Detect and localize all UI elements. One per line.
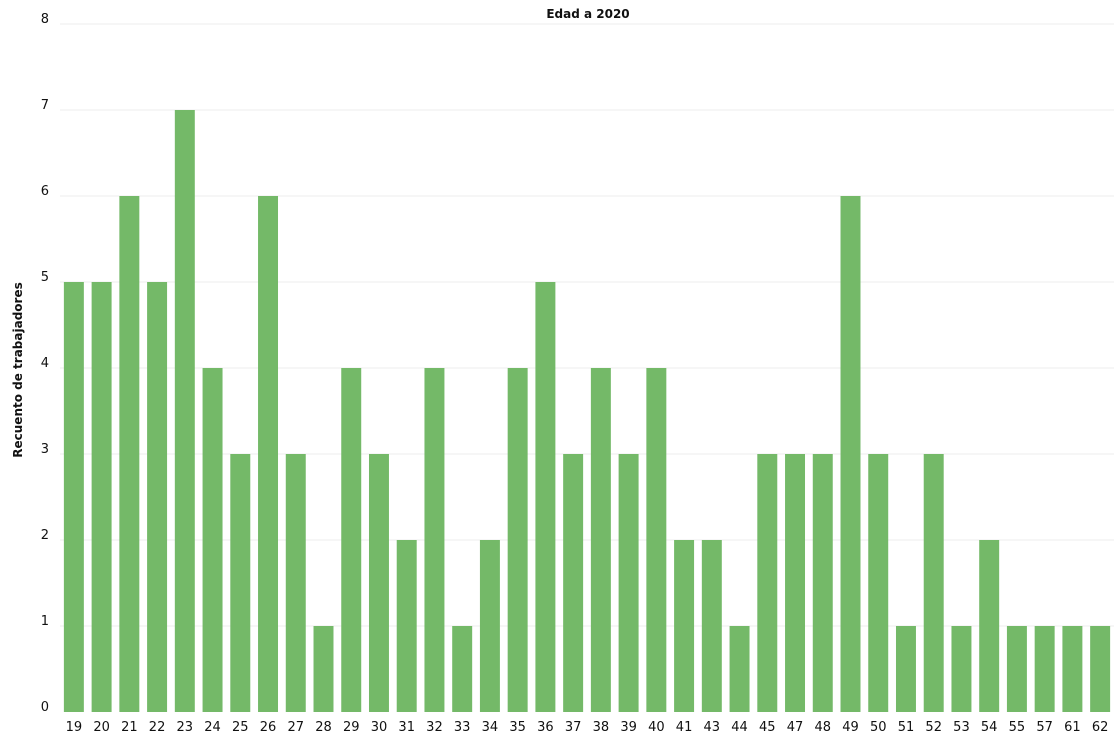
bar-37[interactable] <box>563 454 584 712</box>
bar-36[interactable] <box>535 282 556 712</box>
x-tick-label: 40 <box>648 720 665 735</box>
x-axis-ticks: 19 20 21 22 23 24 25 26 27 28 29 30 31 32 33 34 35 36 37 38… <box>66 720 1109 735</box>
x-tick-label: 47 <box>787 720 804 735</box>
bar-43[interactable] <box>701 540 722 712</box>
x-tick-label: 51 <box>898 720 915 735</box>
x-tick-label: 33 <box>454 720 471 735</box>
bar-48[interactable] <box>812 454 833 712</box>
x-tick-label: 52 <box>925 720 942 735</box>
bar-27[interactable] <box>285 454 306 712</box>
bar-53[interactable] <box>951 626 972 712</box>
x-tick-label: 32 <box>426 720 443 735</box>
bar-26[interactable] <box>258 196 279 712</box>
bar-52[interactable] <box>923 454 944 712</box>
x-tick-label: 23 <box>177 720 194 735</box>
bar-25[interactable] <box>230 454 251 712</box>
y-tick-label: 5 <box>41 270 49 285</box>
bar-20[interactable] <box>91 282 112 712</box>
x-tick-label: 37 <box>565 720 582 735</box>
y-tick-label: 3 <box>41 442 49 457</box>
y-axis-ticks: 0 1 2 3 4 5 6 7 8 <box>41 12 49 715</box>
y-axis-label: Recuento de trabajadores <box>11 282 25 457</box>
x-tick-label: 21 <box>121 720 138 735</box>
chart-title: Edad a 2020 <box>546 7 629 21</box>
bar-21[interactable] <box>119 196 140 712</box>
x-tick-label: 39 <box>620 720 637 735</box>
x-tick-label: 34 <box>482 720 499 735</box>
bar-33[interactable] <box>452 626 473 712</box>
x-tick-label: 25 <box>232 720 249 735</box>
y-tick-label: 8 <box>41 12 49 27</box>
bar-51[interactable] <box>895 626 916 712</box>
bar-54[interactable] <box>979 540 1000 712</box>
x-tick-label: 27 <box>287 720 304 735</box>
x-tick-label: 48 <box>814 720 831 735</box>
bar-61[interactable] <box>1062 626 1083 712</box>
x-tick-label: 43 <box>704 720 721 735</box>
x-tick-label: 35 <box>509 720 526 735</box>
x-tick-label: 44 <box>731 720 748 735</box>
bar-29[interactable] <box>341 368 362 712</box>
x-tick-label: 53 <box>953 720 970 735</box>
x-tick-label: 22 <box>149 720 166 735</box>
bar-24[interactable] <box>202 368 223 712</box>
x-tick-label: 29 <box>343 720 360 735</box>
bar-50[interactable] <box>868 454 889 712</box>
bar-38[interactable] <box>590 368 611 712</box>
bar-34[interactable] <box>479 540 500 712</box>
x-tick-label: 36 <box>537 720 554 735</box>
x-tick-label: 28 <box>315 720 332 735</box>
x-tick-label: 41 <box>676 720 693 735</box>
y-tick-label: 2 <box>41 528 49 543</box>
bar-62[interactable] <box>1090 626 1111 712</box>
bar-30[interactable] <box>368 454 389 712</box>
x-tick-label: 31 <box>398 720 415 735</box>
bar-49[interactable] <box>840 196 861 712</box>
y-tick-label: 4 <box>41 356 49 371</box>
bar-57[interactable] <box>1034 626 1055 712</box>
x-tick-label: 57 <box>1036 720 1053 735</box>
bars <box>63 110 1111 712</box>
bar-44[interactable] <box>729 626 750 712</box>
x-tick-label: 30 <box>371 720 388 735</box>
x-tick-label: 45 <box>759 720 776 735</box>
x-tick-label: 54 <box>981 720 998 735</box>
bar-47[interactable] <box>785 454 806 712</box>
bar-55[interactable] <box>1006 626 1027 712</box>
y-tick-label: 1 <box>41 614 49 629</box>
x-tick-label: 26 <box>260 720 277 735</box>
x-tick-label: 49 <box>842 720 859 735</box>
bar-22[interactable] <box>147 282 168 712</box>
y-tick-label: 7 <box>41 98 49 113</box>
x-tick-label: 55 <box>1009 720 1026 735</box>
y-tick-label: 6 <box>41 184 49 199</box>
y-tick-label: 0 <box>41 700 49 715</box>
x-tick-label: 38 <box>593 720 610 735</box>
x-tick-label: 19 <box>66 720 83 735</box>
bar-32[interactable] <box>424 368 445 712</box>
bar-40[interactable] <box>646 368 667 712</box>
bar-23[interactable] <box>174 110 195 712</box>
x-tick-label: 24 <box>204 720 221 735</box>
bar-45[interactable] <box>757 454 778 712</box>
bar-35[interactable] <box>507 368 528 712</box>
x-tick-label: 50 <box>870 720 887 735</box>
x-tick-label: 62 <box>1092 720 1109 735</box>
x-tick-label: 20 <box>93 720 110 735</box>
bar-39[interactable] <box>618 454 639 712</box>
bar-31[interactable] <box>396 540 417 712</box>
x-tick-label: 61 <box>1064 720 1081 735</box>
bar-19[interactable] <box>63 282 84 712</box>
bar-41[interactable] <box>674 540 695 712</box>
bar-28[interactable] <box>313 626 334 712</box>
